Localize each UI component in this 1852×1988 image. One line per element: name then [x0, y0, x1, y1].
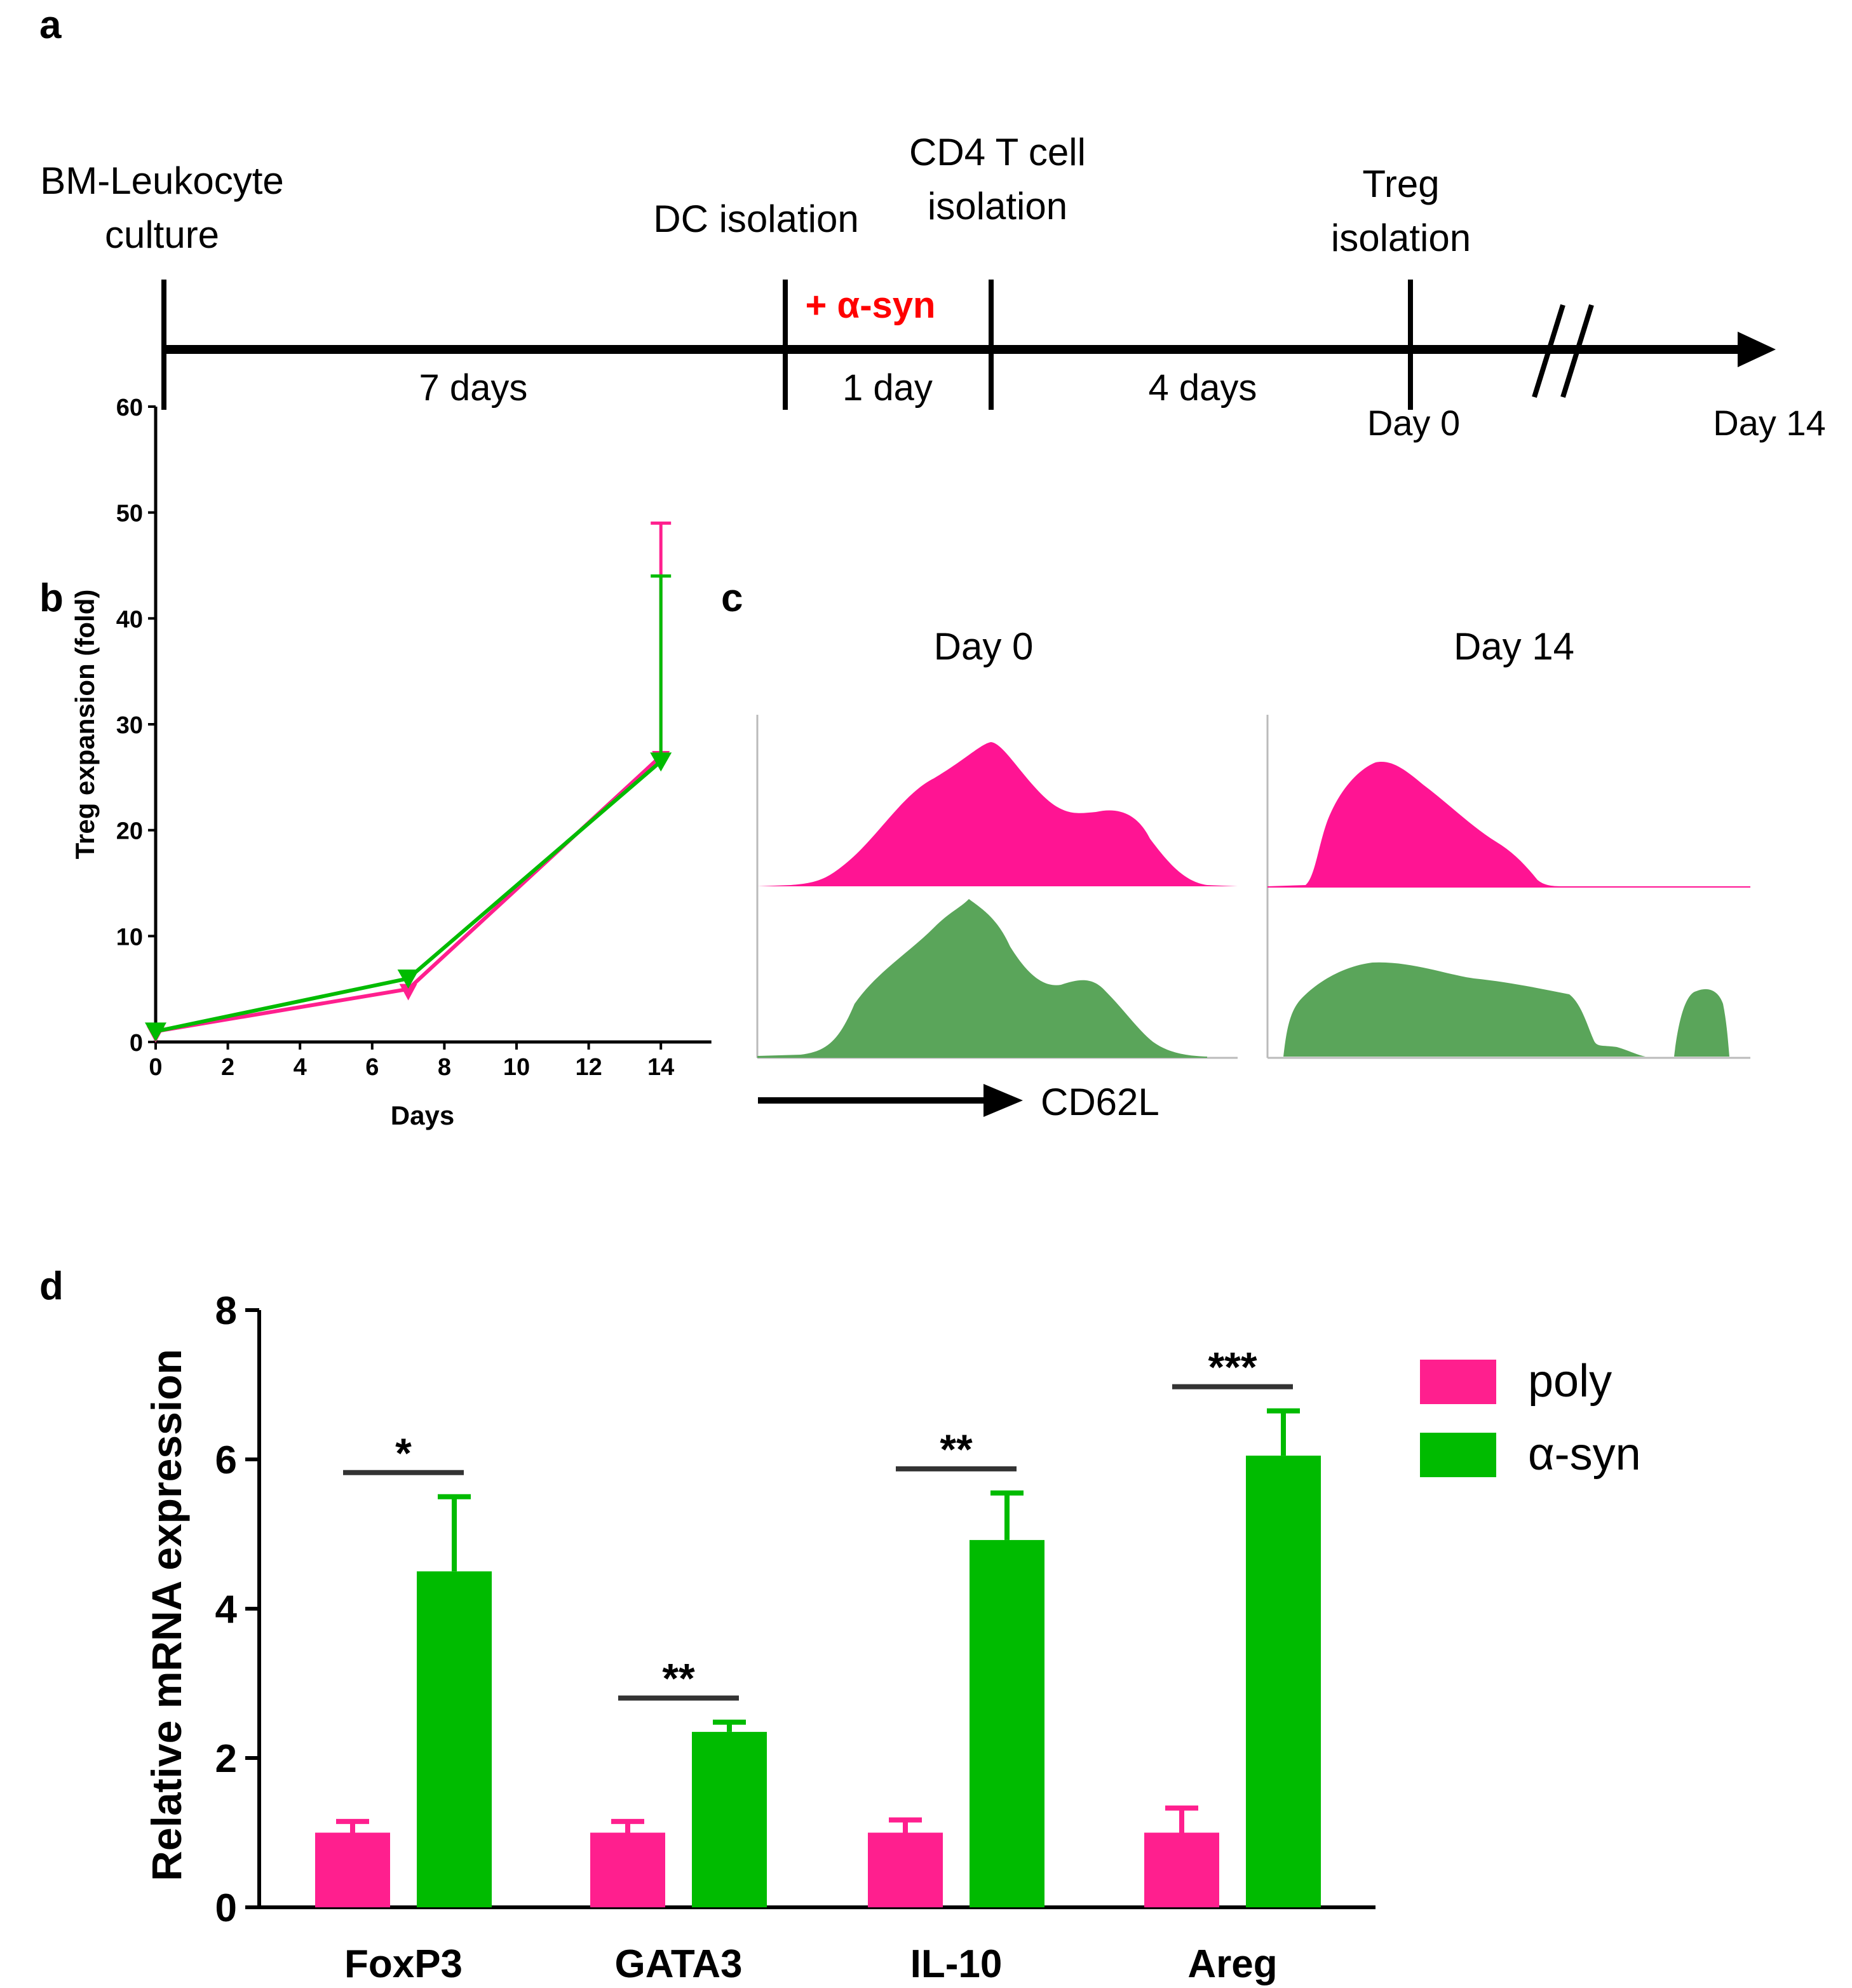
stage-bm-culture-line2: culture	[105, 213, 219, 256]
timeline-day0-label: Day 0	[1367, 403, 1460, 443]
d-legend-label: poly	[1528, 1356, 1612, 1407]
b-x-tick-label: 12	[575, 1054, 602, 1081]
cd62l-axis-label: CD62L	[1041, 1081, 1159, 1123]
d-legend-swatch-asyn	[1420, 1433, 1496, 1477]
d-bar-asyn	[1246, 1456, 1321, 1907]
histogram-title-day0: Day 0	[934, 625, 1034, 668]
d-bar-asyn	[692, 1731, 767, 1907]
b-point-asyn	[397, 970, 419, 989]
d-bar-poly	[590, 1832, 665, 1907]
histogram-day14-asyn-peak	[1674, 989, 1729, 1057]
histogram-day14-poly	[1267, 762, 1750, 888]
d-significance-label: **	[940, 1426, 973, 1473]
d-y-axis-label: Relative mRNA expression	[143, 1349, 190, 1881]
b-point-poly	[399, 984, 417, 1001]
panel-d: d 0 2 4 6 8 Relative mRNA expression FoxP3 * GAT…	[39, 1264, 1641, 1986]
b-point-asyn	[145, 1022, 166, 1042]
d-bar-asyn	[970, 1539, 1044, 1907]
stage-bm-culture-line1: BM-Leukocyte	[40, 159, 284, 202]
panel-a: a BM-Leukocyte culture DC isolation CD4 …	[39, 3, 1826, 443]
d-category-label: IL-10	[910, 1942, 1003, 1986]
panel-label-b: b	[39, 576, 64, 620]
stage-cd4-isolation-line2: isolation	[928, 185, 1067, 227]
histogram-day0-poly	[757, 742, 1238, 886]
b-y-axis-label: Treg expansion (fold)	[70, 590, 100, 860]
stage-dc-isolation: DC isolation	[653, 198, 858, 240]
panel-c: c Day 0 Day 14 CD62L	[721, 576, 1750, 1123]
b-x-tick-label: 4	[294, 1054, 307, 1081]
b-x-tick-label: 2	[221, 1054, 234, 1081]
b-y-tick-label: 20	[116, 818, 143, 845]
timeline-day14-label: Day 14	[1713, 403, 1825, 443]
b-y-tick-label: 60	[116, 395, 143, 421]
histogram-day0-asyn	[757, 899, 1207, 1058]
stage-treg-isolation-line1: Treg	[1362, 163, 1439, 205]
b-x-tick-label: 8	[438, 1054, 451, 1081]
cd62l-arrowhead	[983, 1084, 1023, 1117]
treg-expansion-chart: 0 10 20 30 40 50 60 0 2 4 6 8 10 12 14 Days Treg expansi…	[70, 395, 712, 1130]
b-x-tick-label: 0	[149, 1054, 162, 1081]
d-bar-poly	[1144, 1832, 1219, 1907]
d-significance-label: **	[662, 1655, 695, 1702]
d-y-tick-label: 8	[215, 1289, 237, 1333]
d-category-label: Areg	[1187, 1942, 1277, 1986]
timeline-arrowhead	[1738, 332, 1776, 367]
d-y-tick-label: 4	[215, 1588, 238, 1632]
d-bar-poly	[315, 1832, 390, 1907]
timeline-break-2	[1560, 304, 1594, 398]
treatment-asyn-label: + α-syn	[806, 285, 936, 326]
d-category-label: GATA3	[615, 1942, 743, 1986]
interval-1-day: 1 day	[842, 367, 933, 409]
d-y-tick-label: 0	[215, 1886, 237, 1930]
b-x-axis-label: Days	[391, 1100, 454, 1130]
d-bar-poly	[868, 1832, 943, 1907]
interval-7-days: 7 days	[419, 367, 528, 409]
panel-label-c: c	[721, 576, 743, 620]
stage-cd4-isolation-line1: CD4 T cell	[909, 131, 1086, 173]
histogram-day14-asyn	[1283, 962, 1646, 1057]
stage-treg-isolation-line2: isolation	[1331, 217, 1471, 259]
b-y-tick-label: 30	[116, 712, 143, 739]
histogram-title-day14: Day 14	[1454, 625, 1574, 668]
interval-4-days: 4 days	[1149, 367, 1257, 409]
d-bar-asyn	[417, 1571, 492, 1907]
panel-b: b 0 10 20 30 40 50 60 0 2 4 6 8 10 12 14 Days Treg expan…	[39, 395, 712, 1130]
b-y-tick-label: 0	[130, 1030, 143, 1057]
panel-label-a: a	[39, 3, 62, 47]
b-x-tick-label: 10	[503, 1054, 530, 1081]
d-significance-label: *	[395, 1430, 412, 1477]
b-x-tick-label: 6	[365, 1054, 379, 1081]
b-y-tick-label: 40	[116, 606, 143, 633]
d-y-tick-label: 6	[215, 1438, 237, 1482]
b-point-asyn	[650, 752, 672, 772]
b-y-tick-label: 50	[116, 501, 143, 527]
b-y-tick-label: 10	[116, 924, 143, 950]
d-y-tick-label: 2	[215, 1737, 237, 1781]
mrna-expression-chart: 0 2 4 6 8 Relative mRNA expression FoxP3 * GATA3…	[143, 1289, 1641, 1986]
d-legend-label: α-syn	[1528, 1429, 1641, 1480]
d-significance-label: ***	[1208, 1344, 1257, 1391]
d-legend-swatch-poly	[1420, 1360, 1496, 1404]
d-category-label: FoxP3	[344, 1942, 463, 1986]
panel-label-d: d	[39, 1264, 64, 1308]
b-x-tick-label: 14	[647, 1054, 674, 1081]
timeline-break-1	[1532, 304, 1565, 398]
